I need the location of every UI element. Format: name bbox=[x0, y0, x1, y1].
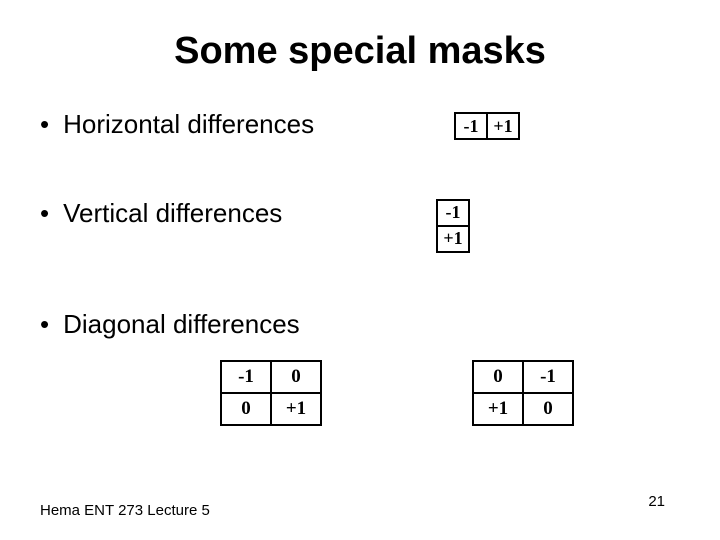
footer-right: 21 bbox=[648, 493, 665, 510]
diagonal-masks-row: -1 0 0 +1 0 -1 +1 0 bbox=[220, 360, 680, 426]
mask-grid-diag1: -1 0 0 +1 bbox=[220, 360, 322, 426]
bullet-row-horizontal: Horizontal differences -1 +1 bbox=[40, 108, 680, 142]
bullet-row-vertical: Vertical differences -1 +1 bbox=[40, 197, 680, 253]
mask-cell: 0 bbox=[271, 361, 321, 393]
slide-title: Some special masks bbox=[40, 30, 680, 73]
bullet-vertical: Vertical differences bbox=[40, 197, 282, 231]
bullet-horizontal: Horizontal differences bbox=[40, 108, 314, 142]
mask-cell: 0 bbox=[473, 361, 523, 393]
mask-cell: -1 bbox=[221, 361, 271, 393]
bullet-diagonal: Diagonal differences bbox=[40, 308, 300, 342]
bullet-text: Diagonal differences bbox=[63, 308, 300, 342]
mask-cell: 0 bbox=[221, 393, 271, 425]
slide: Some special masks Horizontal difference… bbox=[0, 0, 720, 540]
footer-left: Hema ENT 273 Lecture 5 bbox=[40, 502, 210, 520]
mask-grid-vertical: -1 +1 bbox=[436, 199, 470, 253]
mask-horizontal: -1 +1 bbox=[454, 112, 520, 140]
mask-cell: +1 bbox=[437, 226, 469, 252]
mask-grid-horizontal: -1 +1 bbox=[454, 112, 520, 140]
mask-cell: +1 bbox=[271, 393, 321, 425]
mask-vertical: -1 +1 bbox=[436, 199, 470, 253]
mask-cell: -1 bbox=[455, 113, 487, 139]
bullet-text: Vertical differences bbox=[63, 197, 282, 231]
bullet-row-diagonal: Diagonal differences bbox=[40, 308, 680, 342]
mask-cell: -1 bbox=[523, 361, 573, 393]
mask-grid-diag2: 0 -1 +1 0 bbox=[472, 360, 574, 426]
mask-cell: +1 bbox=[487, 113, 519, 139]
mask-cell: +1 bbox=[473, 393, 523, 425]
bullet-text: Horizontal differences bbox=[63, 108, 314, 142]
mask-cell: 0 bbox=[523, 393, 573, 425]
mask-cell: -1 bbox=[437, 200, 469, 226]
